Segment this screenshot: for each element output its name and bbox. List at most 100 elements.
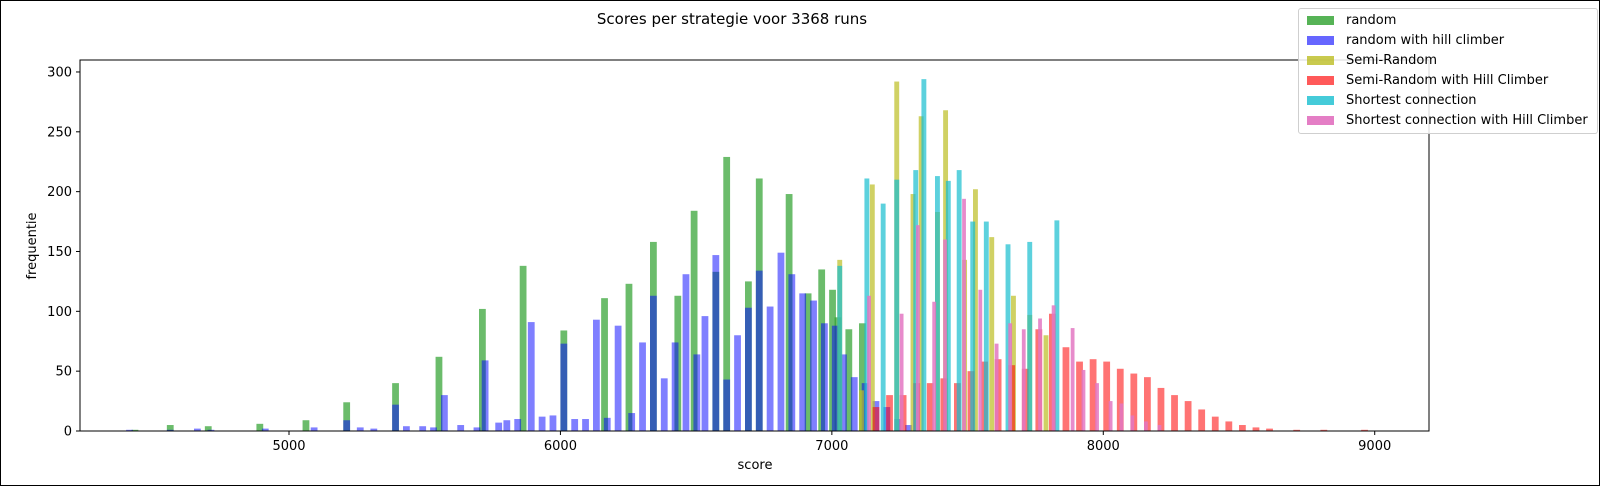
bar-series-1-bin-27 <box>603 417 611 431</box>
legend-label-3: Semi-Random with Hill Climber <box>1346 72 1549 88</box>
bar-series-1-bin-9 <box>392 404 399 431</box>
bar-series-4-bin-2 <box>880 203 886 431</box>
bar-series-1-bin-15 <box>473 427 481 431</box>
bar-series-1-bin-0 <box>126 429 133 431</box>
bar-series-3-bin-31 <box>1320 429 1328 431</box>
bar-series-1-bin-16 <box>481 360 489 431</box>
bar-series-3-bin-4 <box>926 383 934 431</box>
bar-series-1-bin-6 <box>343 420 351 431</box>
bar-series-5-bin-18 <box>1144 421 1148 431</box>
bar-series-5-bin-4 <box>943 239 947 431</box>
bar-series-5-bin-8 <box>1008 323 1013 431</box>
bar-series-3-bin-32 <box>1361 429 1368 431</box>
series-1-bars <box>126 252 912 431</box>
bar-series-1-bin-26 <box>593 319 600 431</box>
bar-series-1-bin-22 <box>549 415 557 431</box>
bar-series-0-bin-21 <box>804 293 812 431</box>
bar-series-1-bin-35 <box>693 354 701 431</box>
bar-series-1-bin-48 <box>831 325 839 431</box>
bar-series-0-bin-17 <box>723 156 731 431</box>
bar-series-4-bin-1 <box>864 178 870 431</box>
bar-series-5-bin-13 <box>1081 369 1086 431</box>
bar-series-1-bin-20 <box>527 322 535 431</box>
bar-series-1-bin-29 <box>628 413 636 431</box>
bar-series-2-bin-10 <box>989 237 995 431</box>
bar-series-4-bin-10 <box>983 221 989 431</box>
legend-swatch-4 <box>1307 95 1334 105</box>
bar-series-5-bin-5 <box>962 198 966 431</box>
bar-series-2-bin-5 <box>918 116 924 431</box>
bar-series-1-bin-46 <box>810 300 817 431</box>
legend-item-4: Shortest connection <box>1307 90 1477 110</box>
bar-series-1-bin-3 <box>207 429 215 431</box>
bar-series-3-bin-1 <box>886 395 893 431</box>
bar-series-1-bin-17 <box>495 422 503 431</box>
bar-series-3-bin-29 <box>1266 428 1273 431</box>
series-0-bars <box>131 156 866 431</box>
bar-series-4-bin-11 <box>1005 244 1011 431</box>
bar-series-1-bin-4 <box>261 428 269 431</box>
x-tick-label-2: 7000 <box>815 439 848 454</box>
bar-series-1-bin-41 <box>755 270 763 431</box>
bar-series-0-bin-3 <box>256 423 264 431</box>
bar-series-5-bin-2 <box>916 225 920 431</box>
bar-series-1-bin-7 <box>356 427 364 431</box>
bar-series-1-bin-44 <box>788 274 796 431</box>
bar-series-0-bin-11 <box>601 298 608 431</box>
bar-series-0-bin-2 <box>204 426 212 431</box>
y-axis-ticks: 0 50 100 150 200 250 300 <box>47 65 80 440</box>
legend-swatch-0 <box>1307 15 1334 25</box>
bar-series-0-bin-26 <box>859 323 866 431</box>
bar-series-1-bin-40 <box>745 307 752 431</box>
bar-series-2-bin-1 <box>859 390 864 431</box>
y-tick-label-6: 300 <box>47 65 72 80</box>
bar-series-3-bin-24 <box>1198 409 1206 431</box>
bar-series-1-bin-38 <box>723 379 731 431</box>
bar-series-5-bin-3 <box>932 301 937 431</box>
bar-series-3-bin-26 <box>1225 421 1233 431</box>
bar-series-5-bin-1 <box>899 313 904 431</box>
legend-label-4: Shortest connection <box>1346 92 1477 108</box>
bar-series-1-bin-30 <box>639 342 646 431</box>
bar-series-3-bin-27 <box>1239 425 1246 431</box>
legend-label-1: random with hill climber <box>1346 32 1505 48</box>
bar-series-5-bin-15 <box>1108 401 1113 431</box>
bar-series-1-bin-8 <box>370 428 378 431</box>
bar-series-3-bin-18 <box>1116 368 1124 431</box>
bar-series-1-bin-39 <box>734 335 741 431</box>
bar-series-4-bin-3 <box>894 179 900 431</box>
bar-series-1-bin-50 <box>850 377 858 431</box>
bar-series-4-bin-9 <box>970 221 976 431</box>
bar-series-3-bin-22 <box>1171 395 1178 431</box>
bar-series-3-bin-19 <box>1130 373 1138 431</box>
bar-series-2-bin-13 <box>1043 335 1049 431</box>
x-tick-label-1: 6000 <box>544 439 577 454</box>
bar-series-5-bin-19 <box>1157 425 1162 431</box>
legend-label-2: Semi-Random <box>1346 52 1438 68</box>
y-tick-label-5: 250 <box>47 125 72 140</box>
bar-series-1-bin-14 <box>457 425 465 431</box>
bar-series-5-bin-6 <box>978 289 983 431</box>
bar-series-5-bin-11 <box>1051 305 1056 431</box>
bar-series-3-bin-0 <box>872 407 880 431</box>
legend: random random with hill climber Semi-Rando… <box>1298 8 1598 134</box>
bar-series-1-bin-45 <box>799 293 807 431</box>
bar-series-2-bin-9 <box>973 189 978 431</box>
legend-item-0: random <box>1307 10 1396 30</box>
y-tick-label-2: 100 <box>47 305 72 320</box>
bar-series-3-bin-25 <box>1211 416 1219 431</box>
bar-series-1-bin-1 <box>166 429 174 431</box>
bar-series-1-bin-24 <box>571 419 579 431</box>
bar-series-0-bin-25 <box>845 329 853 431</box>
bar-series-0-bin-1 <box>166 425 174 431</box>
bar-series-3-bin-28 <box>1252 427 1260 431</box>
bar-series-5-bin-12 <box>1070 328 1075 431</box>
bar-series-1-bin-55 <box>905 425 912 431</box>
bar-series-4-bin-7 <box>945 180 951 431</box>
plot-area <box>79 59 1430 432</box>
y-tick-label-4: 200 <box>47 185 72 200</box>
bar-series-0-bin-15 <box>690 210 698 431</box>
bar-series-5-bin-7 <box>994 343 999 431</box>
bar-series-4-bin-5 <box>921 79 927 432</box>
series-5-bars <box>867 198 1162 431</box>
